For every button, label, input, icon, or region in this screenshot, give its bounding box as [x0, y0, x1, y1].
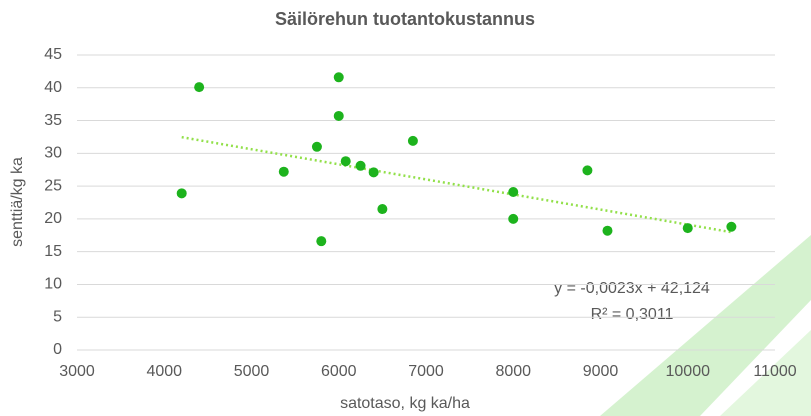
point — [340, 156, 351, 167]
trendline — [181, 135, 732, 234]
x-tick-label: 9000 — [583, 363, 619, 380]
y-tick-label: 20 — [44, 210, 62, 227]
point — [278, 166, 289, 177]
y-tick-label: 5 — [53, 308, 62, 325]
y-tick-label: 45 — [44, 46, 62, 63]
watermark — [720, 330, 811, 416]
x-tick-label: 10000 — [666, 363, 711, 380]
y-tick-label: 10 — [44, 276, 62, 293]
y-axis-label: senttiä/kg ka — [9, 157, 26, 247]
x-tick-label: 7000 — [408, 363, 444, 380]
point — [333, 110, 344, 121]
trend-equation: y = -0,0023x + 42,124 — [554, 280, 710, 297]
point — [194, 82, 205, 93]
trend-r-squared: R² = 0,3011 — [591, 306, 674, 323]
y-tick-label: 30 — [44, 145, 62, 162]
watermark — [600, 235, 811, 416]
x-tick-label: 6000 — [321, 363, 357, 380]
point — [368, 167, 379, 178]
x-tick-label: 8000 — [495, 363, 531, 380]
x-tick-label: 4000 — [146, 363, 182, 380]
chart-title: Säilörehun tuotantokustannus — [275, 9, 535, 29]
point — [355, 160, 366, 171]
point — [316, 236, 327, 247]
y-tick-label: 25 — [44, 177, 62, 194]
point — [582, 165, 593, 176]
point — [682, 223, 693, 234]
point — [726, 221, 737, 232]
point — [602, 225, 613, 236]
y-tick-label: 35 — [44, 112, 62, 129]
x-axis-label: satotaso, kg ka/ha — [340, 395, 470, 412]
y-tick-label: 0 — [53, 341, 62, 358]
point — [508, 213, 519, 224]
y-tick-label: 15 — [44, 243, 62, 260]
point — [407, 135, 418, 146]
y-tick-label: 40 — [44, 79, 62, 96]
point — [508, 187, 519, 198]
point — [176, 188, 187, 199]
point — [377, 204, 388, 215]
point — [333, 72, 344, 83]
x-tick-label: 3000 — [59, 363, 95, 380]
point — [311, 141, 322, 152]
x-tick-label: 11000 — [753, 363, 796, 380]
x-tick-label: 5000 — [234, 363, 270, 380]
